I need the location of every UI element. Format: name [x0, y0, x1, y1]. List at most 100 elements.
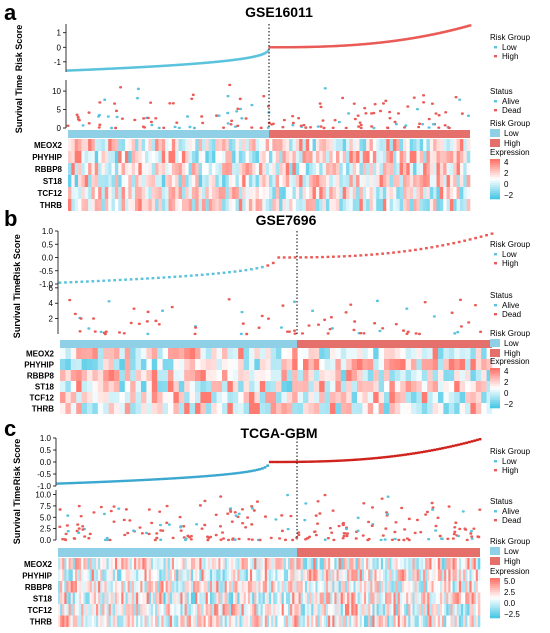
heatmap-cell [459, 151, 464, 163]
risk-point-high [329, 459, 333, 463]
heatmap-cell [357, 392, 363, 403]
heatmap-cell [385, 592, 388, 604]
heatmap-cell [108, 392, 115, 403]
heatmap-cell [384, 348, 390, 359]
surv-point-dead [322, 126, 326, 130]
heatmap-cell [336, 581, 339, 593]
surv-point-dead [98, 123, 102, 126]
heatmap-cell [382, 592, 386, 604]
heatmap-cell [157, 581, 160, 593]
heatmap-cell [410, 592, 413, 604]
heatmap-cell [131, 175, 136, 187]
legend-expr-gradient [490, 600, 500, 603]
heatmap-cell [108, 569, 112, 581]
surv-point-dead [415, 518, 419, 522]
risk-point-low [133, 66, 137, 69]
risk-point-low [80, 280, 84, 283]
surv-point-dead [341, 96, 345, 100]
heatmap-cell [297, 392, 304, 403]
heatmap-cell [98, 163, 102, 175]
risk-point-low [85, 68, 88, 71]
heatmap-cell [372, 187, 377, 199]
heatmap-cell [362, 370, 369, 381]
heatmap-cell [195, 581, 198, 593]
gene-label: ST18 [43, 177, 63, 186]
risk-point-high [351, 458, 355, 462]
heatmap-cell [305, 151, 310, 163]
heatmap-cell [346, 187, 350, 199]
heatmap-cell [453, 163, 457, 175]
heatmap-cell [242, 187, 246, 199]
heatmap-cell [454, 581, 458, 593]
risk-point-high [468, 24, 472, 27]
heatmap-cell [161, 163, 166, 175]
risk-point-high [466, 24, 470, 28]
heatmap-cell [405, 348, 412, 359]
heatmap-cell [305, 175, 310, 187]
heatmap-cell [378, 359, 385, 370]
heatmap-cell [195, 592, 198, 604]
legend-expr-gradient [490, 592, 500, 595]
heatmap-cell [175, 187, 179, 199]
heatmap-cell [309, 581, 312, 593]
heatmap-cell [186, 592, 190, 604]
heatmap-cell [469, 615, 472, 627]
risk-point-low [178, 275, 182, 278]
heatmap-cell [169, 592, 173, 604]
heatmap-cell [300, 558, 304, 570]
heatmap-cell [81, 187, 86, 199]
surv-point-dead [194, 326, 198, 329]
heatmap-cell [212, 569, 215, 581]
heatmap-cell [471, 592, 474, 604]
heatmap-cell [138, 558, 141, 570]
heatmap-cell [413, 199, 417, 211]
risk-point-high [324, 460, 328, 463]
heatmap-cell [467, 569, 470, 581]
heatmap-cell [450, 604, 453, 616]
heatmap-cell [205, 175, 209, 187]
heatmap-cell [391, 581, 394, 593]
heatmap-cell [131, 581, 135, 593]
heatmap-cell [255, 187, 260, 199]
heatmap-cell [346, 392, 352, 403]
heatmap-cell [427, 558, 430, 570]
heatmap-cell [281, 403, 288, 414]
heatmap-cell [232, 381, 239, 392]
heatmap-cell [470, 348, 477, 359]
heatmap-cell [248, 163, 253, 175]
risk-point-low [242, 471, 246, 474]
heatmap-cell [189, 392, 196, 403]
heatmap-cell [242, 163, 246, 175]
heatmap-cell [391, 558, 394, 570]
heatmap-cell [188, 175, 193, 187]
heatmap-cell [469, 569, 472, 581]
risk-point-high [383, 456, 386, 459]
heatmap-cell [129, 615, 133, 627]
heatmap-cell [319, 139, 323, 151]
surv-tick-label: 2.5 [40, 525, 52, 534]
heatmap-cell [146, 592, 150, 604]
heatmap-cell [222, 392, 228, 403]
risk-point-low [138, 65, 142, 69]
heatmap-cell [382, 604, 386, 616]
risk-point-low [256, 54, 260, 57]
heatmap-cell [443, 403, 450, 414]
heatmap-cell [443, 175, 447, 187]
heatmap-cell [205, 187, 209, 199]
heatmap-cell [332, 581, 335, 593]
heatmap-cell [387, 569, 390, 581]
risk-point-low [244, 268, 248, 272]
heatmap-cell [453, 139, 457, 151]
heatmap-cell [74, 604, 78, 616]
heatmap-cell [406, 569, 409, 581]
heatmap-cell [303, 359, 309, 370]
surv-point-dead [353, 320, 357, 323]
heatmap-cell [60, 392, 66, 403]
heatmap-cell [421, 392, 428, 403]
heatmap-cell [148, 615, 152, 627]
risk-point-high [356, 458, 360, 461]
heatmap-cell [245, 175, 250, 187]
heatmap-cell [64, 592, 67, 604]
heatmap-cell [83, 558, 86, 570]
heatmap-cell [98, 199, 102, 211]
